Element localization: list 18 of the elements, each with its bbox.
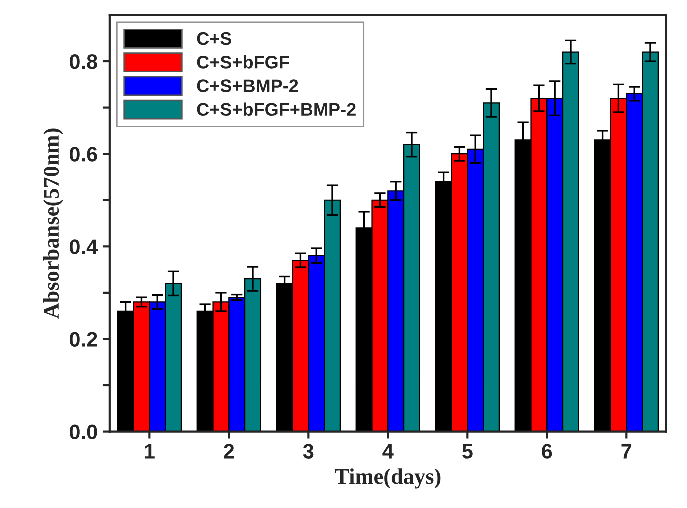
x-tick-label: 4 <box>382 444 394 459</box>
legend-label: C+S+BMP-2 <box>197 80 298 92</box>
legend-label: C+S <box>197 32 232 46</box>
y-tick-label: 0.0 <box>70 424 98 440</box>
legend-label: C+S+bFGF <box>197 56 290 69</box>
x-tick-label: 1 <box>145 444 155 459</box>
y-tick-label: 0.6 <box>70 147 98 162</box>
y-tick-label: 0.8 <box>70 54 98 70</box>
y-tick-label: 0.4 <box>70 240 98 254</box>
x-tick-label: 6 <box>542 444 552 459</box>
y-tick-label: 0.2 <box>70 332 98 347</box>
x-axis-title: Time(days) <box>334 468 441 489</box>
x-tick-label: 5 <box>462 444 473 459</box>
x-tick-label: 2 <box>224 444 234 459</box>
legend-label: C+S+bFGF+BMP-2 <box>197 102 356 116</box>
x-tick-label: 7 <box>622 444 632 459</box>
x-tick-label: 3 <box>303 444 314 459</box>
y-axis-title: Absorbanse(570nm) <box>43 128 64 319</box>
